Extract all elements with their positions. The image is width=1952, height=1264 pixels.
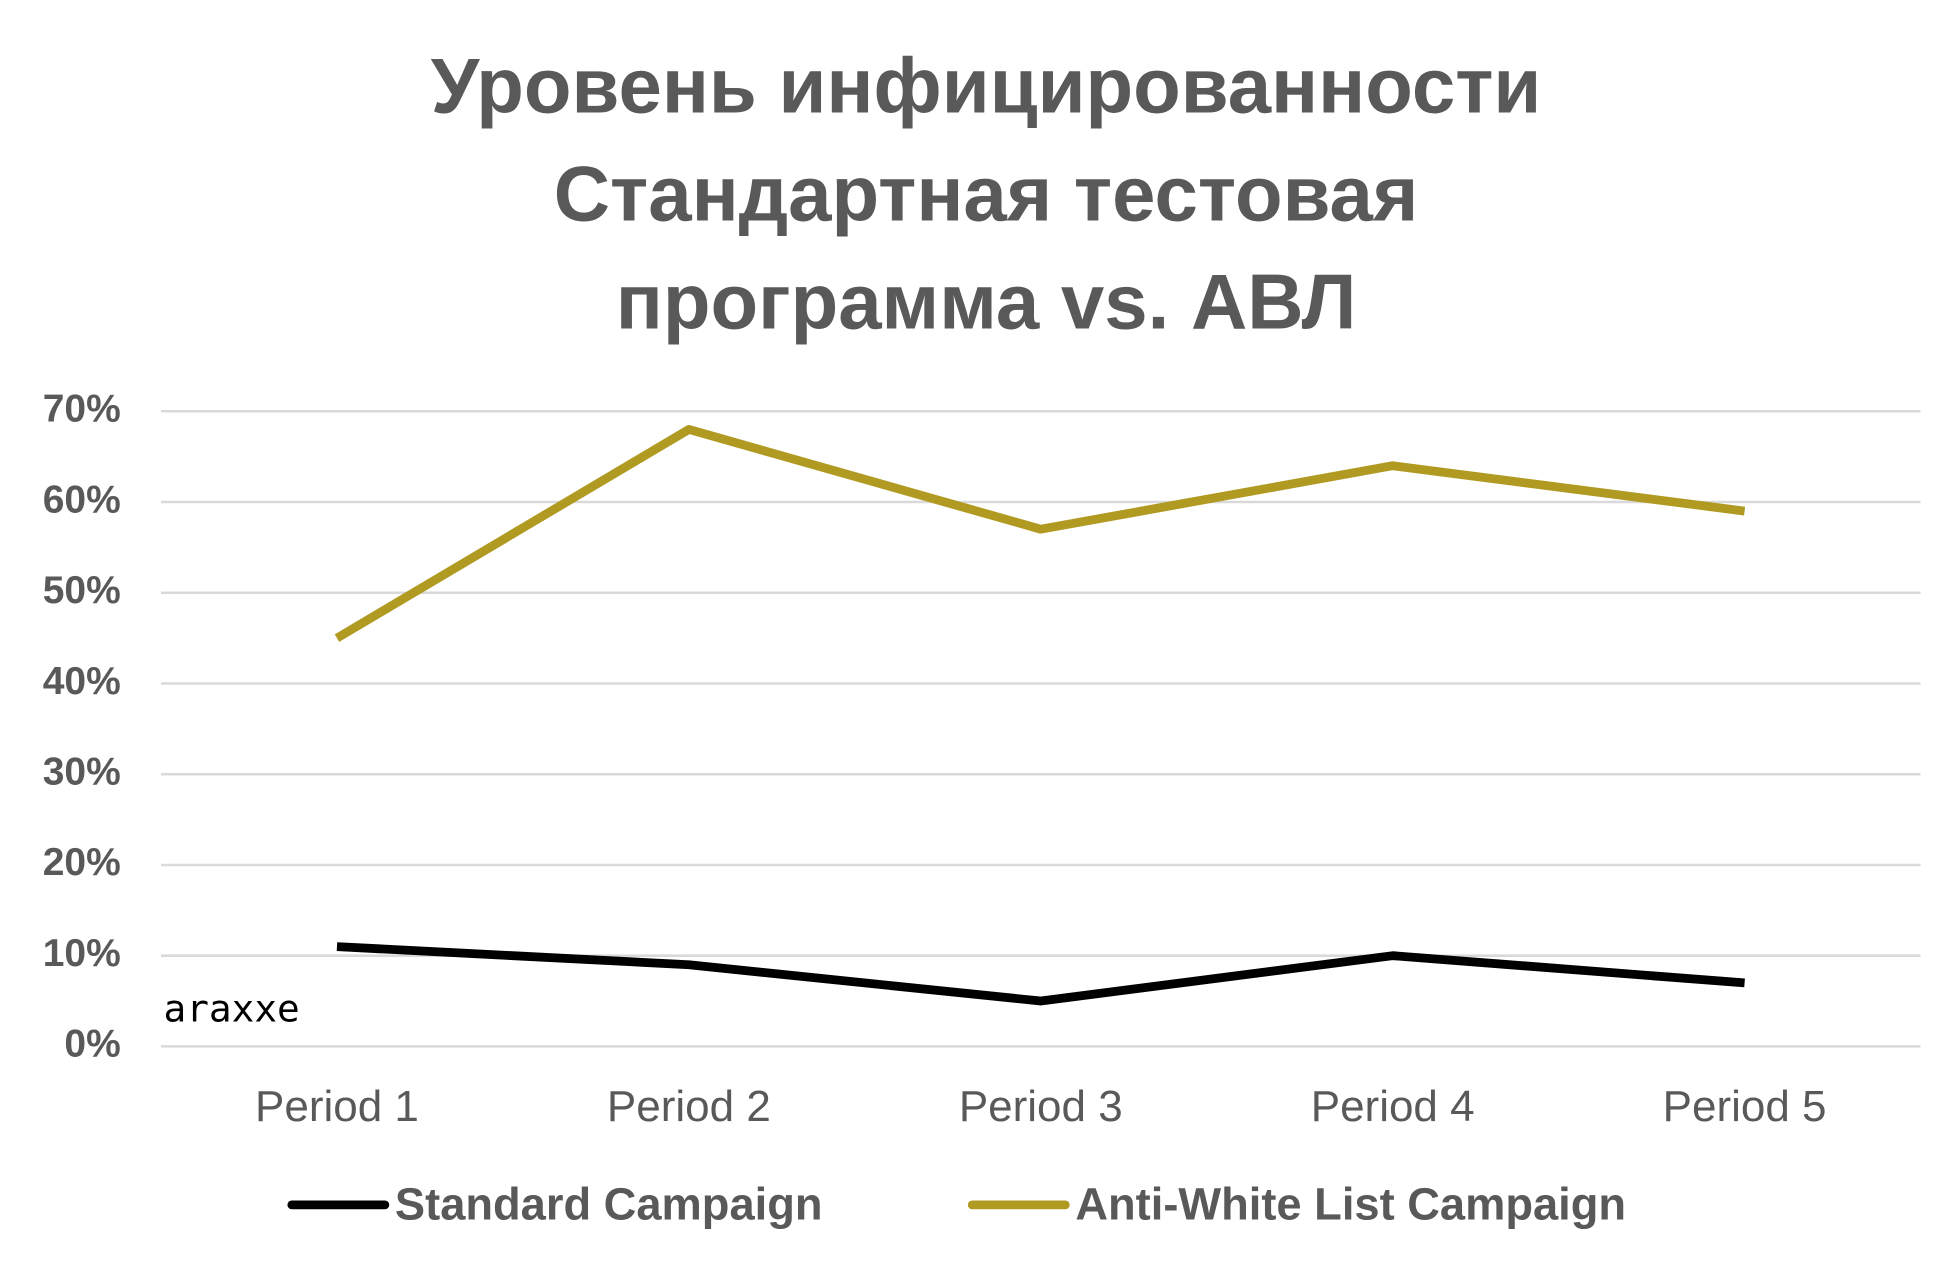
y-tick-label: 40% xyxy=(43,660,121,703)
chart-title: Стандартная тестовая xyxy=(554,150,1419,238)
x-tick-label: Period 5 xyxy=(1663,1082,1827,1131)
x-tick-label: Period 2 xyxy=(607,1082,771,1131)
x-tick-label: Period 1 xyxy=(255,1082,419,1131)
y-tick-label: 70% xyxy=(43,388,121,431)
y-tick-label: 50% xyxy=(43,569,121,612)
line-series xyxy=(336,942,1745,1006)
legend-label: Standard Campaign xyxy=(395,1178,823,1229)
x-tick-label: Period 3 xyxy=(959,1082,1123,1131)
y-tick-label: 0% xyxy=(64,1023,120,1066)
chart-title: программа vs. АВЛ xyxy=(616,258,1357,346)
chart-title: Уровень инфицированности xyxy=(431,41,1542,129)
legend-label: Anti-White List Campaign xyxy=(1075,1178,1626,1229)
y-tick-label: 20% xyxy=(43,841,121,884)
y-tick-label: 60% xyxy=(43,478,121,521)
y-tick-label: 10% xyxy=(43,932,121,975)
y-tick-label: 30% xyxy=(43,751,121,794)
line-series xyxy=(334,425,1746,642)
x-tick-label: Period 4 xyxy=(1311,1082,1475,1131)
watermark: araxxe xyxy=(164,987,300,1031)
